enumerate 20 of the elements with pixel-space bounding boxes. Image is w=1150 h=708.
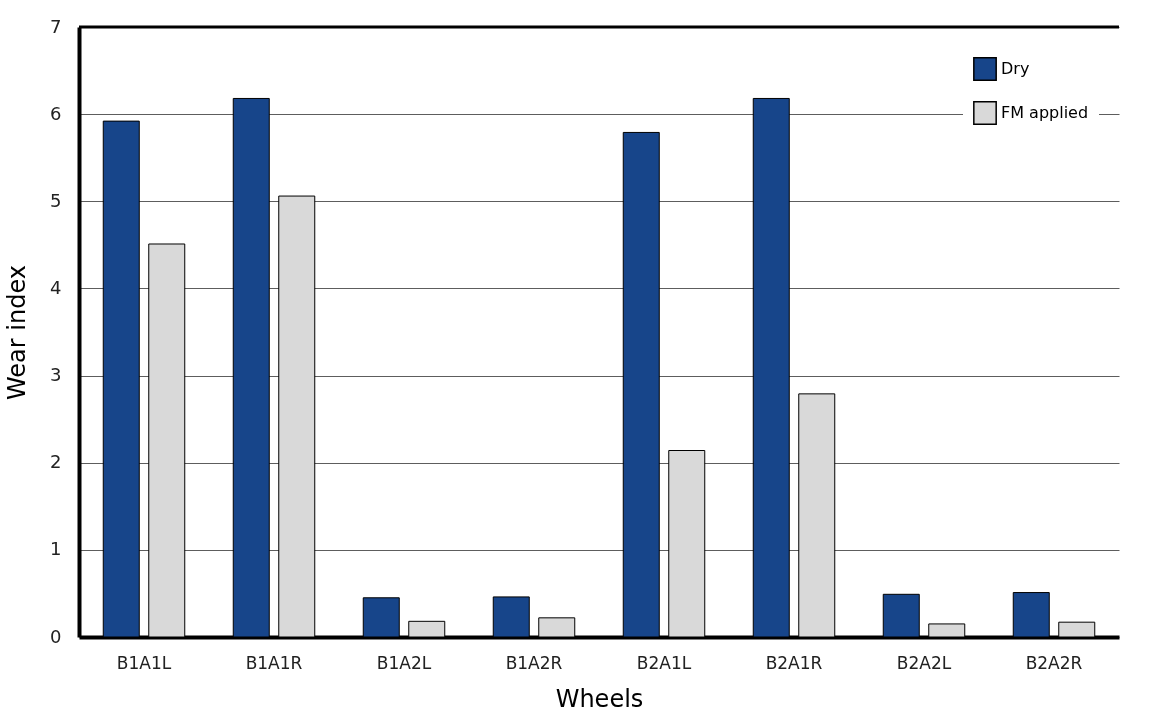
y-tick-label: 3 xyxy=(50,364,62,386)
y-tick-label: 5 xyxy=(50,189,62,211)
legend-label: Dry xyxy=(1001,59,1030,78)
x-axis-title: Wheels xyxy=(555,684,644,708)
x-tick-label: B1A1L xyxy=(116,652,172,673)
y-tick-label: 7 xyxy=(50,15,62,37)
x-tick-label: B2A2L xyxy=(896,652,952,673)
y-tick-label: 2 xyxy=(50,451,62,473)
x-tick-label: B2A1R xyxy=(765,652,823,673)
x-tick-label: B1A1R xyxy=(245,652,303,673)
x-tick-label: B2A2R xyxy=(1025,652,1083,673)
x-tick-label: B2A1L xyxy=(636,652,692,673)
legend-label: FM applied xyxy=(1001,103,1089,122)
x-tick-label: B1A2R xyxy=(505,652,563,673)
y-tick-label: 6 xyxy=(50,102,62,124)
y-axis-title: Wear index xyxy=(3,265,32,400)
x-tick-label: B1A2L xyxy=(376,652,432,673)
y-tick-label: 1 xyxy=(50,538,62,560)
y-tick-label: 0 xyxy=(50,625,62,647)
y-tick-label: 4 xyxy=(50,276,62,298)
